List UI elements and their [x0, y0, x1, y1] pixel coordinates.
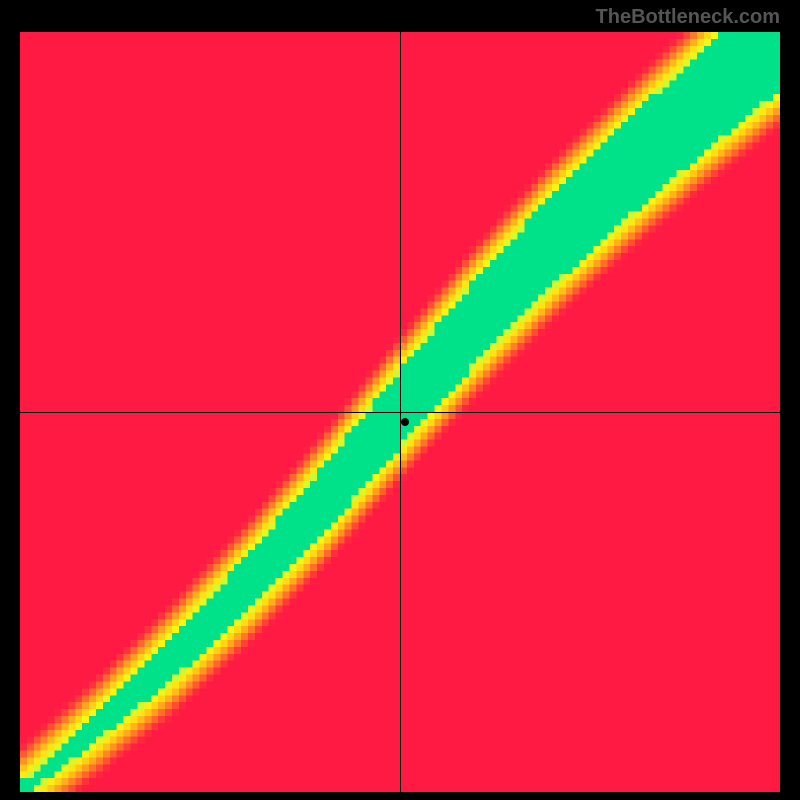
chart-container: TheBottleneck.com	[0, 0, 800, 800]
data-point-marker	[401, 418, 409, 426]
watermark-text: TheBottleneck.com	[596, 6, 780, 29]
crosshair-horizontal	[20, 412, 780, 413]
